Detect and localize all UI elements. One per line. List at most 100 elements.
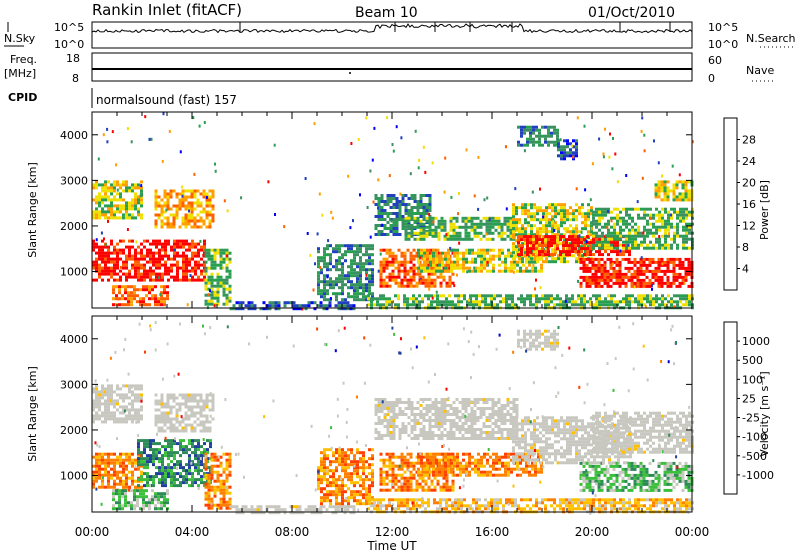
power-cell <box>595 213 598 217</box>
power-cell <box>601 243 604 247</box>
power-cell <box>434 216 438 220</box>
power-cell <box>575 203 578 207</box>
power-speckle <box>373 126 376 130</box>
power-cell <box>606 281 610 285</box>
power-speckle <box>641 176 644 180</box>
velocity-cell <box>175 402 179 406</box>
power-cell <box>368 253 371 257</box>
power-cell <box>455 219 459 223</box>
power-cell <box>566 218 569 222</box>
power-cell <box>681 195 685 199</box>
power-cell <box>170 248 173 252</box>
power-cell <box>586 300 589 304</box>
power-cell <box>649 294 652 298</box>
power-cell <box>535 303 538 307</box>
power-cell <box>492 248 495 252</box>
velocity-cell <box>131 408 134 412</box>
power-cell <box>648 281 652 285</box>
velocity-cell <box>149 445 152 449</box>
power-speckle <box>107 219 109 223</box>
power-cell <box>379 284 383 288</box>
velocity-cell <box>197 445 200 449</box>
power-cell <box>419 227 423 230</box>
power-speckle <box>418 158 421 162</box>
power-cell <box>175 210 179 214</box>
velocity-cell <box>122 473 125 477</box>
power-cell <box>449 228 453 232</box>
power-speckle <box>453 284 456 288</box>
power-speckle <box>578 234 581 238</box>
power-colorbar-tick-label: 16 <box>742 198 756 211</box>
power-cell <box>362 292 365 296</box>
power-cell <box>670 303 673 307</box>
velocity-cell <box>113 414 116 418</box>
power-cell <box>169 189 173 193</box>
power-cell <box>394 281 398 285</box>
power-cell <box>476 225 480 229</box>
velocity-cell <box>112 489 115 493</box>
power-cell <box>462 266 465 270</box>
velocity-cell <box>119 455 122 459</box>
power-cell <box>628 300 631 304</box>
power-cell <box>119 251 122 255</box>
power-cell <box>438 257 441 261</box>
power-cell <box>213 263 217 267</box>
power-cell <box>590 230 593 234</box>
velocity-cell <box>107 411 110 415</box>
power-cell <box>326 247 329 251</box>
velocity-cell <box>208 399 212 403</box>
velocity-cell <box>154 393 158 397</box>
power-cell <box>622 246 625 250</box>
power-cell <box>594 275 598 279</box>
power-cell <box>529 294 532 298</box>
power-cell <box>391 278 395 282</box>
power-cell <box>380 215 384 218</box>
power-cell <box>448 303 451 307</box>
power-cell <box>625 246 628 250</box>
velocity-cell <box>185 475 188 479</box>
power-cell <box>210 287 214 291</box>
power-cell <box>116 263 119 267</box>
power-speckle <box>388 174 391 178</box>
power-cell <box>191 257 194 261</box>
power-cell <box>661 234 664 238</box>
power-speckle <box>488 218 491 221</box>
power-cell <box>521 224 524 228</box>
power-cell <box>643 234 646 238</box>
power-cell <box>607 243 610 247</box>
velocity-cell <box>149 442 152 446</box>
power-cell <box>679 300 682 304</box>
velocity-cell <box>166 492 169 496</box>
power-cell <box>407 234 411 238</box>
power-cell <box>667 300 670 304</box>
power-speckle <box>193 172 196 176</box>
power-cell <box>535 238 538 242</box>
power-cell <box>101 207 104 211</box>
power-cell <box>654 183 658 187</box>
power-cell <box>259 307 263 311</box>
power-cell <box>649 303 652 307</box>
power-cell <box>113 260 116 264</box>
power-speckle <box>468 298 470 302</box>
velocity-cell <box>118 504 121 508</box>
power-cell <box>140 216 143 220</box>
power-cell <box>368 283 371 287</box>
power-cell <box>400 281 404 285</box>
power-cell <box>427 297 430 301</box>
power-cell <box>401 224 405 227</box>
power-cell <box>594 272 598 276</box>
power-cell <box>601 231 604 235</box>
velocity-cell <box>140 485 143 489</box>
power-cell <box>385 281 389 285</box>
power-cell <box>427 248 431 252</box>
power-cell <box>631 225 634 229</box>
power-cell <box>581 203 584 207</box>
power-cell <box>501 260 504 264</box>
power-cell <box>143 239 146 243</box>
power-cell <box>575 260 578 264</box>
power-cell <box>479 222 483 226</box>
power-cell <box>406 278 410 282</box>
power-cell <box>640 207 643 211</box>
velocity-cell <box>160 417 164 421</box>
power-cell <box>618 263 622 267</box>
